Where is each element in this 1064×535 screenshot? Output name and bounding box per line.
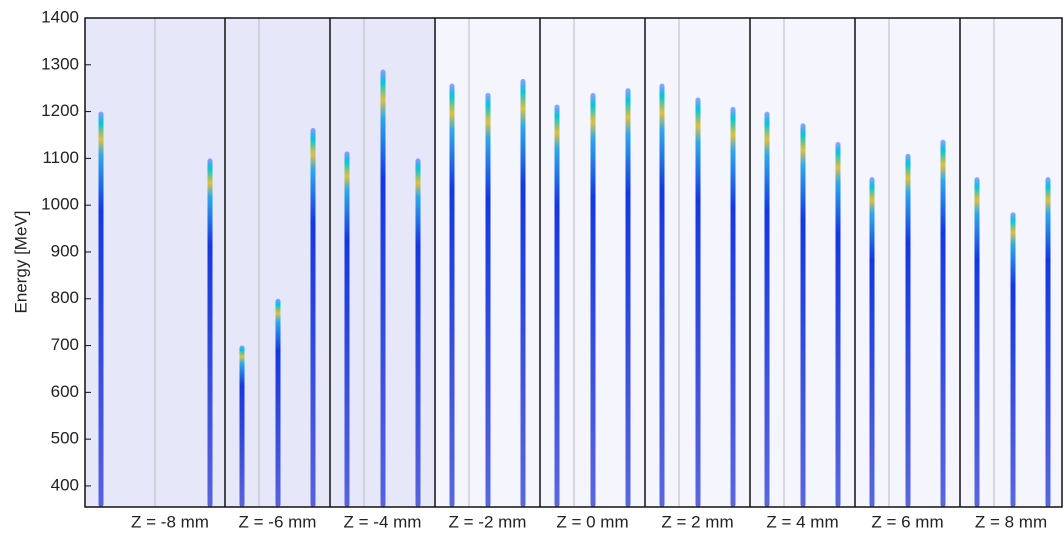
spectrum-trace — [940, 139, 946, 507]
panel-label: Z = -2 mm — [449, 512, 527, 531]
spectrum-trace — [695, 97, 701, 508]
spectrum-trace — [449, 83, 455, 507]
spectrum-trace — [344, 151, 350, 507]
y-axis-label: Energy [MeV] — [11, 211, 30, 314]
panel-label: Z = 8 mm — [975, 512, 1047, 531]
y-tick-label: 1000 — [41, 195, 79, 214]
y-tick-label: 500 — [51, 429, 79, 448]
spectrum-trace — [659, 83, 665, 507]
y-tick-label: 1300 — [41, 54, 79, 73]
spectrum-trace — [1045, 177, 1051, 508]
spectrum-trace — [590, 92, 596, 507]
spectrum-trace — [730, 106, 736, 507]
spectrum-trace — [869, 177, 875, 508]
spectrum-trace — [974, 177, 980, 508]
spectrum-trace — [310, 127, 316, 508]
panel-label: Z = -6 mm — [239, 512, 317, 531]
spectrum-trace — [98, 111, 104, 508]
y-tick-label: 900 — [51, 241, 79, 260]
spectrum-trace — [380, 69, 386, 507]
spectrum-trace — [835, 142, 841, 507]
panel-label: Z = 0 mm — [556, 512, 628, 531]
spectrum-trace — [485, 92, 491, 507]
spectrum-trace — [275, 298, 281, 507]
spectrum-trace — [764, 111, 770, 508]
plot-frame — [84, 17, 1063, 508]
panel-label: Z = -8 mm — [131, 512, 209, 531]
spectrum-trace — [554, 104, 560, 507]
spectrum-trace — [625, 88, 631, 507]
spectrum-trace — [207, 158, 213, 507]
spectrum-trace — [415, 158, 421, 507]
panel-label: Z = 6 mm — [871, 512, 943, 531]
y-tick-label: 600 — [51, 382, 79, 401]
spectrum-trace — [239, 345, 245, 507]
spectrum-trace — [800, 123, 806, 507]
y-tick-label: 1200 — [41, 101, 79, 120]
y-tick-label: 1100 — [42, 148, 79, 167]
y-tick-label: 700 — [51, 335, 79, 354]
spectrum-trace — [1010, 212, 1016, 507]
spectrum-trace — [520, 78, 526, 508]
y-tick-label: 1400 — [41, 7, 79, 26]
panel-label: Z = 4 mm — [766, 512, 838, 531]
spectrum-trace — [905, 153, 911, 507]
panel-label: Z = -4 mm — [344, 512, 422, 531]
y-tick-label: 800 — [51, 288, 79, 307]
y-tick-label: 400 — [51, 475, 79, 494]
panel-label: Z = 2 mm — [661, 512, 733, 531]
